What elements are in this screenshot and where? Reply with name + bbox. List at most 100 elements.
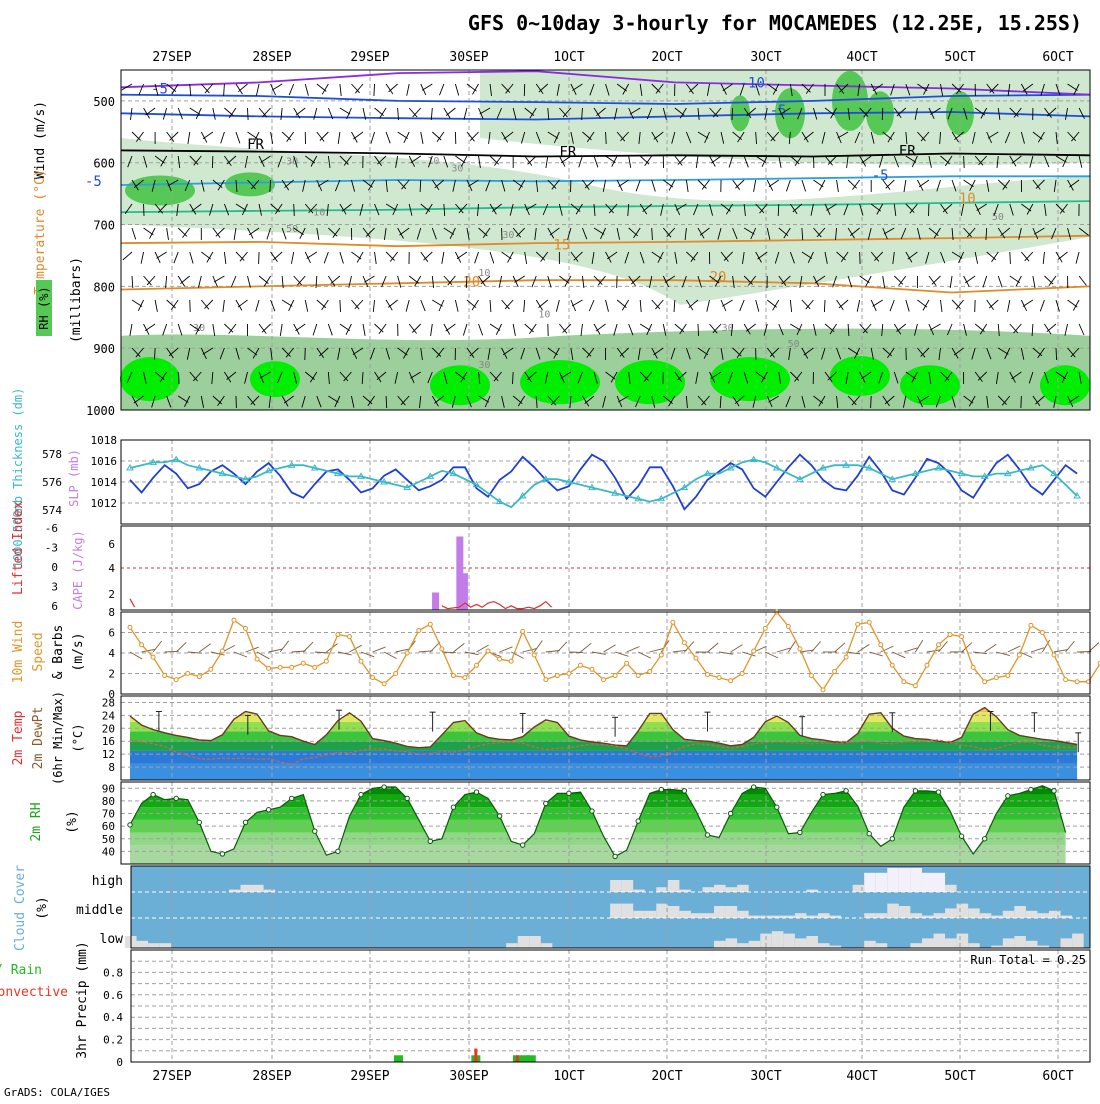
temp-tick-label: 24 bbox=[102, 709, 116, 722]
cloud-bar-high bbox=[910, 868, 922, 892]
wind-speed-point bbox=[682, 641, 686, 645]
wind-barb-10m bbox=[835, 643, 846, 652]
pressure-tick-label: 1000 bbox=[86, 404, 115, 418]
cape-axis-label: CAPE (J/kg) bbox=[71, 530, 85, 609]
wind-speed-point bbox=[740, 672, 744, 676]
rh-point bbox=[151, 792, 155, 796]
wind-speed-point bbox=[128, 625, 132, 629]
wind-speed-point bbox=[186, 672, 190, 676]
rh-point bbox=[936, 790, 940, 794]
thickness-tick-label: 578 bbox=[42, 448, 62, 461]
cloud-bar-middle bbox=[957, 904, 969, 918]
cloud-bar-low bbox=[160, 943, 172, 948]
wind-tick-label: 8 bbox=[108, 606, 115, 619]
rh-point bbox=[682, 789, 686, 793]
wind-speed-point bbox=[197, 675, 201, 679]
rh-midlevel-blob bbox=[125, 176, 195, 206]
rh-point bbox=[983, 837, 987, 841]
wind-speed-point bbox=[451, 674, 455, 678]
temp-tick-label: 12 bbox=[102, 748, 115, 761]
wind-barb-10m bbox=[1042, 640, 1049, 652]
rh-point bbox=[174, 796, 178, 800]
precip-convective-bar bbox=[516, 1055, 519, 1062]
temp-tick-label: 20 bbox=[102, 722, 115, 735]
wind-speed-point bbox=[440, 647, 444, 651]
wind-speed-point bbox=[983, 680, 987, 684]
wind-speed-point bbox=[763, 626, 767, 630]
wind-barb-10m bbox=[811, 641, 820, 652]
wind-barb-10m bbox=[858, 644, 870, 652]
wind-speed-point bbox=[844, 655, 848, 659]
wind-barb-10m bbox=[557, 642, 567, 652]
cloud-bar-low bbox=[818, 943, 830, 948]
wind-barb bbox=[778, 204, 779, 216]
date-label-bottom: 4OCT bbox=[846, 1069, 877, 1084]
wind-speed-point bbox=[902, 680, 906, 684]
wind-speed-point bbox=[729, 679, 733, 683]
contour-label: -5 bbox=[770, 103, 787, 119]
wind-barb-10m bbox=[453, 643, 464, 652]
cloud-bar-middle bbox=[645, 911, 657, 918]
rh-high-blob bbox=[900, 365, 960, 405]
lifted-index-line bbox=[130, 599, 135, 607]
wind-speed-point bbox=[1040, 631, 1044, 635]
cloud-bar-high bbox=[610, 880, 622, 892]
cloud-bar-low bbox=[795, 938, 807, 948]
cloud-bar-high bbox=[737, 885, 749, 892]
cloud-bar-low bbox=[864, 941, 876, 948]
wind-speed-point bbox=[867, 620, 871, 624]
wind-barb-10m bbox=[153, 641, 162, 652]
wind-speed-point bbox=[174, 678, 178, 682]
cape-bar bbox=[432, 593, 439, 611]
wind-speed-point bbox=[752, 649, 756, 653]
temp-axis-label: 2m Temp bbox=[11, 710, 26, 765]
date-label-top: 3OCT bbox=[750, 50, 781, 65]
wind-speed-point bbox=[913, 684, 917, 688]
cloud-bar-high bbox=[945, 885, 957, 892]
lifted-index-tick-label: 0 bbox=[51, 561, 58, 574]
cloud-bar-low bbox=[922, 938, 934, 948]
wind-barb bbox=[871, 396, 872, 408]
wind-barb-10m bbox=[765, 652, 778, 658]
wind-speed-point bbox=[879, 643, 883, 647]
wind-barb-10m bbox=[708, 643, 719, 652]
wind-barb-10m bbox=[176, 642, 186, 652]
rh-point bbox=[890, 837, 894, 841]
rh-point bbox=[405, 796, 409, 800]
wind-speed-point bbox=[1017, 653, 1021, 657]
wind-barb-10m bbox=[1008, 646, 1021, 652]
rh-tick-label: 80 bbox=[102, 795, 115, 808]
date-label-top: 27SEP bbox=[152, 50, 191, 65]
wind-barb-10m bbox=[246, 647, 259, 652]
cloud-bar-high bbox=[922, 873, 934, 892]
rh-point bbox=[867, 832, 871, 836]
slp-tick-label: 1014 bbox=[91, 476, 118, 489]
rh-point bbox=[220, 852, 224, 856]
cloud-bar-high bbox=[622, 880, 634, 892]
wind-speed-point bbox=[856, 622, 860, 626]
wind-barb-10m bbox=[1031, 648, 1044, 652]
date-label-bottom: 5OCT bbox=[944, 1069, 975, 1084]
wind-barb bbox=[294, 204, 295, 216]
cloud-bar-middle bbox=[726, 906, 738, 918]
rh-point bbox=[1006, 794, 1010, 798]
wind-barb-10m bbox=[915, 640, 922, 652]
wind-speed-point bbox=[937, 643, 941, 647]
thickness-tick-label: 574 bbox=[42, 504, 62, 517]
cloud-bar-low bbox=[737, 943, 749, 948]
date-label-top: 4OCT bbox=[846, 50, 877, 65]
wind-speed-point bbox=[798, 647, 802, 651]
wind-speed-point bbox=[1075, 680, 1079, 684]
dewpoint-axis-label: 2m DewPt bbox=[31, 707, 46, 770]
wind-speed-point bbox=[809, 674, 813, 678]
date-label-bottom: 30SEP bbox=[449, 1069, 488, 1084]
wind-barb bbox=[386, 396, 387, 408]
cloud-layer-label: middle bbox=[76, 903, 123, 918]
cloud-bar-middle bbox=[737, 911, 749, 918]
wind-speed-point bbox=[602, 678, 606, 682]
wind-speed-point bbox=[544, 678, 548, 682]
temp-color-band bbox=[121, 741, 1090, 751]
wind-barb-10m bbox=[592, 652, 606, 654]
